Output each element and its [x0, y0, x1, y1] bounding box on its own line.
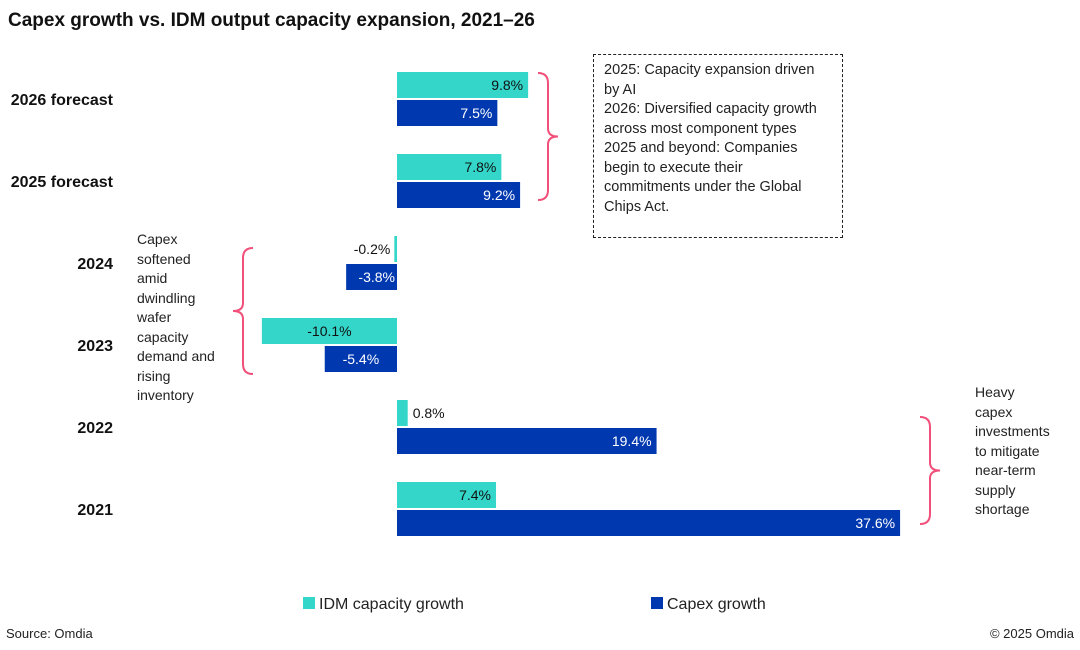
bar-capex	[397, 182, 521, 208]
bar-capex	[397, 428, 657, 454]
source: Source: Omdia	[6, 626, 93, 641]
legend-label-idm: IDM capacity growth	[319, 596, 464, 613]
category-label: 2021	[77, 502, 113, 519]
bar-capex	[397, 100, 498, 126]
data-label: 7.5%	[460, 105, 492, 121]
bar-capex	[346, 264, 397, 290]
annotation-right: Heavy capex investments to mitigate near…	[975, 384, 1050, 517]
data-label: 7.8%	[464, 159, 496, 175]
bar-idm	[394, 236, 397, 262]
bracket-2023-2024	[232, 247, 254, 375]
bar-idm	[261, 318, 397, 344]
data-label: 19.4%	[612, 433, 652, 449]
data-label: 0.8%	[413, 405, 445, 421]
legend-label-capex: Capex growth	[667, 596, 766, 613]
bar-capex	[324, 346, 397, 372]
category-label: 2025 forecast	[11, 174, 114, 191]
data-label: 9.2%	[483, 187, 515, 203]
category-label: 2023	[77, 338, 113, 355]
category-label: 2022	[77, 420, 113, 437]
category-label: 2026 forecast	[11, 92, 114, 109]
data-label: -3.8%	[358, 269, 395, 285]
data-label: -5.4%	[343, 351, 380, 367]
bar-capex	[397, 510, 901, 536]
data-label: 7.4%	[459, 487, 491, 503]
annotation-left: Capex softened amid dwindling wafer capa…	[137, 231, 215, 403]
annotation-line: 2025 and beyond: Companies begin to exec…	[604, 140, 802, 215]
bar-idm	[397, 72, 529, 98]
legend-swatch-idm	[303, 597, 315, 609]
bar-idm	[397, 154, 502, 180]
annotation-line: 2025: Capacity expansion driven by AI	[604, 62, 815, 98]
copyright: © 2025 Omdia	[989, 626, 1074, 641]
data-label: -0.2%	[354, 241, 391, 257]
data-label: 9.8%	[491, 77, 523, 93]
legend-swatch-capex	[651, 597, 663, 609]
data-label: -10.1%	[307, 323, 351, 339]
data-label: 37.6%	[855, 515, 895, 531]
bracket-2021-2022	[919, 416, 941, 525]
category-label: 2024	[77, 256, 113, 273]
bracket-forecast	[537, 72, 559, 201]
bar-idm	[397, 400, 408, 426]
annotation-line: 2026: Diversified capacity growth across…	[604, 101, 817, 137]
annotation-box: 2025: Capacity expansion driven by AI 20…	[593, 54, 843, 238]
bar-idm	[397, 482, 497, 508]
chart-title: Capex growth vs. IDM output capacity exp…	[8, 10, 535, 31]
